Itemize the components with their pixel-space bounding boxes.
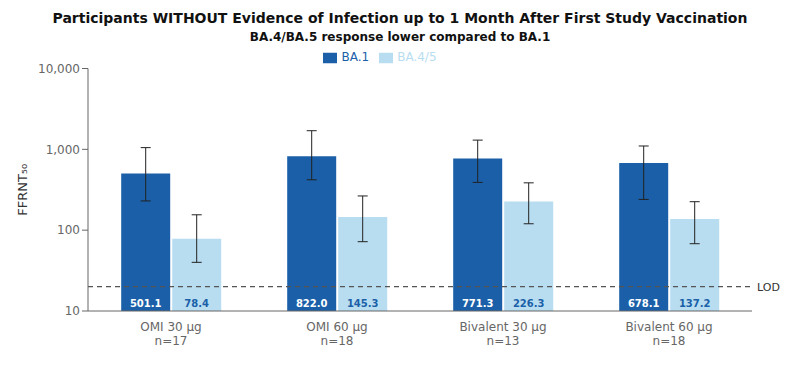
html-text:Participants WITHOUT Evidence: Participants WITHOUT Evidence of Infecti… — [52, 10, 748, 26]
svg-text:FFRNT₅₀: FFRNT₅₀ — [15, 164, 30, 216]
svg-text:Bivalent 60 μgn=18: Bivalent 60 μgn=18 — [625, 320, 712, 348]
svg-text:100: 100 — [57, 223, 80, 237]
svg-text:137.2: 137.2 — [679, 298, 711, 309]
html-text:BA.1: BA.1 — [341, 50, 370, 64]
svg-text:LOD: LOD — [757, 281, 780, 294]
html-text:BA.4/5: BA.4/5 — [397, 50, 437, 64]
svg-text:78.4: 78.4 — [184, 298, 209, 309]
svg-text:10: 10 — [65, 304, 80, 318]
svg-text:501.1: 501.1 — [130, 298, 162, 309]
svg-text:226.3: 226.3 — [513, 298, 545, 309]
svg-text:678.1: 678.1 — [628, 298, 660, 309]
svg-text:Bivalent 30 μgn=13: Bivalent 30 μgn=13 — [459, 320, 546, 348]
svg-text:145.3: 145.3 — [347, 298, 379, 309]
svg-text:OMI 30 μgn=17: OMI 30 μgn=17 — [140, 320, 202, 348]
svg-text:822.0: 822.0 — [296, 298, 328, 309]
svg-text:1,000: 1,000 — [46, 143, 80, 157]
svg-text:OMI 60 μgn=18: OMI 60 μgn=18 — [306, 320, 368, 348]
html-text:BA.4/BA.5 response lower compa: BA.4/BA.5 response lower compared to BA.… — [249, 30, 551, 44]
svg-text:10,000: 10,000 — [38, 62, 80, 76]
svg-text:771.3: 771.3 — [462, 298, 494, 309]
